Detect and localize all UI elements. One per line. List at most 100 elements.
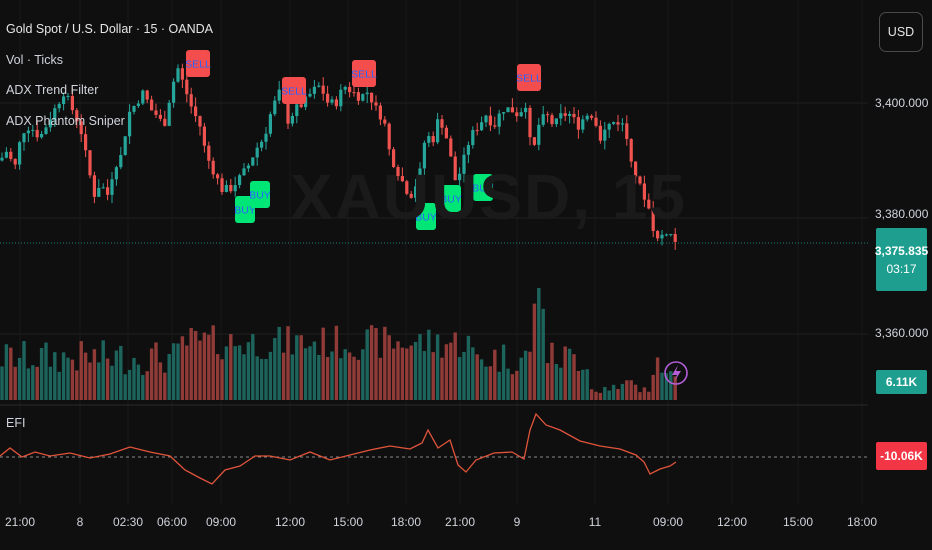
lightning-icon-bolt xyxy=(672,365,681,382)
candle-body xyxy=(515,112,519,117)
candle-body xyxy=(84,134,88,151)
time-tick-4: 09:00 xyxy=(205,515,237,529)
legend-adx-trend[interactable]: ADX Trend Filter xyxy=(6,83,99,97)
candle-body xyxy=(651,208,655,231)
legend-symbol[interactable]: Gold Spot / U.S. Dollar · 15 · OANDA xyxy=(6,22,214,36)
candle-body xyxy=(260,141,264,148)
volume-bar xyxy=(242,354,246,400)
candle-body xyxy=(462,154,466,174)
volume-bar xyxy=(79,341,83,400)
candle-body xyxy=(40,134,44,138)
candle-body xyxy=(581,119,585,130)
volume-bar xyxy=(581,369,585,400)
legend-adx-sniper[interactable]: ADX Phantom Sniper xyxy=(6,113,125,128)
volume-bar xyxy=(361,349,365,400)
candle-body xyxy=(132,105,136,112)
candle-body xyxy=(97,187,101,197)
volume-bar xyxy=(176,343,180,400)
candle-body xyxy=(594,117,598,126)
volume-badge: 6.11K xyxy=(876,370,927,394)
candle-body xyxy=(110,179,114,195)
volume-bar xyxy=(114,350,119,400)
candle-body xyxy=(79,121,83,135)
volume-bar xyxy=(488,366,493,400)
candle-body xyxy=(0,157,4,161)
volume-bar xyxy=(589,389,594,400)
candle-body xyxy=(528,107,532,138)
volume-bar xyxy=(66,357,70,400)
candle-body xyxy=(172,81,176,103)
candle-body xyxy=(70,95,74,111)
volume-bar xyxy=(123,374,127,400)
candle-body xyxy=(198,116,202,127)
currency-button[interactable]: USD xyxy=(879,12,923,52)
time-tick-11: 09:00 xyxy=(652,515,684,529)
volume-bar xyxy=(383,326,387,400)
candle-body xyxy=(308,93,312,97)
candle-body xyxy=(66,95,70,97)
candle-body xyxy=(598,125,602,141)
candle-body xyxy=(396,166,400,177)
volume-bar xyxy=(647,391,651,400)
candle-body xyxy=(365,92,369,95)
volume-bar xyxy=(299,335,303,400)
volume-bar xyxy=(453,332,457,400)
candle-body xyxy=(176,68,180,82)
signal-sell-box xyxy=(352,60,376,87)
signal-sell-label: SELL xyxy=(516,73,542,85)
candle-body xyxy=(268,114,272,134)
efi-label[interactable]: EFI xyxy=(6,416,26,430)
candle-body xyxy=(625,123,629,140)
legend-volume[interactable]: Vol · Ticks xyxy=(6,52,63,67)
candle-body xyxy=(62,96,66,105)
volume-bar xyxy=(154,342,158,400)
candle-body xyxy=(537,124,541,145)
candle-body xyxy=(330,99,334,103)
volume-bar xyxy=(537,288,541,400)
volume-bar xyxy=(629,380,633,400)
candle-body xyxy=(629,139,633,162)
candle-body xyxy=(612,122,616,124)
last-price-value: 3,375.835 xyxy=(874,243,929,258)
candle-body xyxy=(409,193,413,198)
candle-body xyxy=(202,126,206,146)
volume-bar xyxy=(497,371,501,400)
time-tick-14: 18:00 xyxy=(846,515,878,529)
volume-bar xyxy=(39,347,44,400)
volume-bar xyxy=(356,359,361,400)
signal-sell-label: SELL xyxy=(351,69,377,81)
volume-bar xyxy=(220,359,224,400)
candle-body xyxy=(141,90,145,104)
volume-bar xyxy=(563,346,567,400)
volume-bar xyxy=(510,374,515,400)
efi-pane xyxy=(0,412,868,485)
volume-bar xyxy=(422,351,427,400)
candle-body xyxy=(449,138,453,157)
candle-body xyxy=(554,118,558,125)
candle-body xyxy=(422,142,426,169)
time-tick-9: 9 xyxy=(513,515,521,529)
signal-buy-box xyxy=(473,174,493,201)
candle-body xyxy=(35,129,39,138)
price-label-3360: 3,360.000 xyxy=(875,326,929,340)
time-tick-1: 8 xyxy=(76,515,84,529)
candle-body xyxy=(576,117,580,130)
volume-bar xyxy=(259,358,264,400)
candle-body xyxy=(22,133,26,143)
volume-bar xyxy=(26,368,31,400)
volume-bar xyxy=(264,358,268,400)
volume-bar xyxy=(255,356,259,400)
candle-body xyxy=(475,130,479,132)
candle-body xyxy=(246,165,250,169)
time-tick-5: 12:00 xyxy=(274,515,306,529)
volume-bar xyxy=(598,392,603,400)
time-tick-10: 11 xyxy=(588,515,602,529)
time-tick-3: 06:00 xyxy=(156,515,188,529)
candle-body xyxy=(568,113,572,116)
volume-bar xyxy=(475,354,479,400)
volume-bar xyxy=(9,347,13,400)
candle-body xyxy=(524,107,528,113)
volume-bar xyxy=(334,325,339,400)
